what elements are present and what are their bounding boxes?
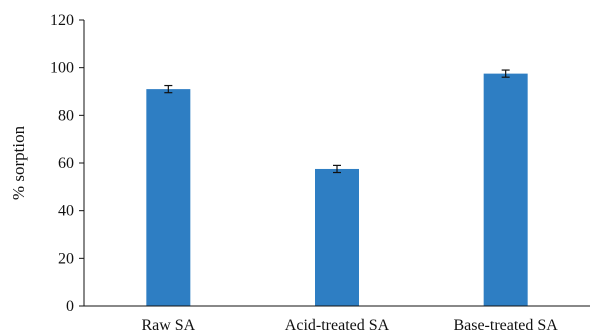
y-tick-label: 60 [58,155,74,172]
y-tick-label: 80 [58,107,74,124]
bar [483,73,528,306]
y-axis-title: % sorption [9,125,28,200]
x-axis-ticks: Raw SA Acid-treated SA Base-treated SA [141,317,558,334]
y-tick-label: 100 [50,60,74,77]
bar [146,89,191,306]
bar [315,168,359,306]
y-axis-title-group: % sorption [9,125,28,200]
x-tick-label: Acid-treated SA [285,317,390,334]
y-tick-label: 40 [58,203,74,220]
plot-area [146,69,528,306]
y-tick-label: 20 [58,250,74,267]
x-tick-label: Base-treated SA [453,317,558,334]
y-tick-label: 120 [50,12,74,29]
y-tick-label: 0 [66,298,74,315]
x-tick-label: Raw SA [141,317,195,334]
y-axis-ticks: 0 20 40 60 80 100 120 [50,12,84,315]
